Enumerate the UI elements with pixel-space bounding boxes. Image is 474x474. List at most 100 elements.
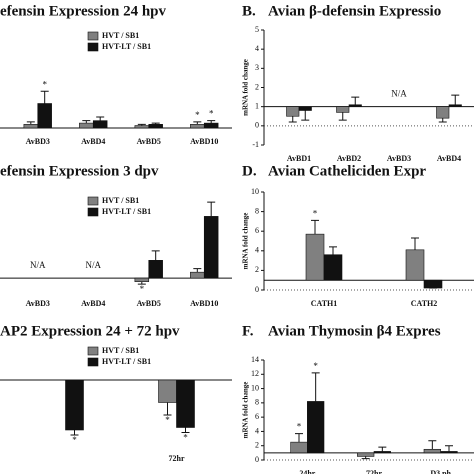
- annotation: *: [313, 361, 318, 371]
- panel-title: AP2 Expression 24 + 72 hpv: [0, 323, 180, 339]
- bar: [176, 379, 195, 428]
- legend-label: HVT / SB1: [102, 31, 139, 40]
- panel-title: efensin Expression 3 dpv: [0, 163, 159, 179]
- bar: [190, 124, 205, 129]
- bar: [148, 260, 163, 279]
- panel-title: Avian Thymosin β4 Expres: [268, 323, 441, 339]
- error-bar: [311, 219, 319, 235]
- error-bar: [137, 123, 146, 126]
- y-tick-label: 6: [255, 412, 259, 421]
- bar: [448, 104, 462, 107]
- panel-label: F.: [242, 323, 254, 339]
- x-tick-label: AvBD1: [287, 154, 311, 163]
- x-tick-label: AvBD4: [81, 137, 105, 146]
- annotation: N/A: [391, 89, 407, 99]
- x-tick-label: AvBD5: [137, 299, 161, 308]
- annotation: *: [195, 110, 200, 120]
- legend-label: HVT / SB1: [102, 196, 139, 205]
- y-tick-label: 10: [251, 383, 259, 392]
- annotation: *: [42, 79, 47, 89]
- error-bar: [40, 90, 49, 104]
- annotation: *: [140, 284, 145, 294]
- y-tick-label: 2: [255, 265, 259, 274]
- error-bar: [411, 237, 419, 250]
- bar: [23, 124, 39, 129]
- error-bar: [288, 116, 297, 123]
- bar: [148, 124, 163, 129]
- error-bar: [151, 250, 160, 261]
- error-bar: [428, 440, 437, 450]
- panel-title: Avian β-defensin Expressio: [268, 3, 441, 19]
- x-tick-label: AvBD2: [337, 154, 361, 163]
- error-bar: [451, 94, 460, 105]
- legend-label: HVT-LT / SB1: [102, 357, 151, 366]
- bar: [436, 106, 450, 119]
- error-bar: [301, 110, 310, 121]
- bar: [190, 271, 205, 279]
- bar: [373, 451, 391, 454]
- y-tick-label: 2: [255, 441, 259, 450]
- error-bar: [26, 121, 35, 125]
- legend-swatch: [87, 31, 99, 41]
- bar: [305, 233, 325, 281]
- bar: [92, 120, 108, 129]
- legend-swatch: [87, 357, 99, 367]
- error-bar: [207, 201, 216, 217]
- legend-label: HVT / SB1: [102, 346, 139, 355]
- bar: [336, 106, 350, 113]
- y-tick-label: 0: [255, 285, 259, 294]
- y-tick-label: 4: [255, 246, 259, 255]
- y-tick-label: 0: [255, 455, 259, 464]
- annotation: *: [209, 109, 214, 119]
- error-bar: [445, 445, 453, 452]
- x-tick-label: AvBD3: [387, 154, 411, 163]
- y-tick-label: 14: [251, 355, 259, 364]
- legend-swatch: [87, 196, 99, 206]
- x-tick-label: AvBD4: [81, 299, 105, 308]
- error-bar: [361, 456, 370, 460]
- x-tick-label: AvBD10: [190, 299, 218, 308]
- bar: [286, 106, 300, 117]
- y-tick-label: 6: [255, 226, 259, 235]
- x-tick-label: 72hr: [366, 469, 382, 474]
- y-tick-label: 1: [255, 101, 259, 110]
- error-bar: [181, 427, 190, 433]
- annotation: *: [313, 208, 318, 218]
- annotation: N/A: [30, 260, 46, 270]
- bar: [134, 125, 150, 129]
- bar: [348, 104, 362, 107]
- x-tick-label: AvBD5: [137, 137, 161, 146]
- legend-label: HVT-LT / SB1: [102, 42, 151, 51]
- y-axis-label: mRNA fold change: [242, 213, 250, 270]
- panel-label: D.: [242, 163, 257, 179]
- bar: [37, 103, 52, 129]
- error-bar: [193, 121, 202, 125]
- error-bar: [338, 112, 347, 121]
- error-bar: [70, 430, 79, 436]
- annotation: *: [72, 435, 77, 445]
- y-tick-label: 12: [251, 369, 259, 378]
- bar: [203, 216, 219, 279]
- x-tick-label: D3 ph: [430, 469, 451, 474]
- error-bar: [351, 96, 360, 105]
- error-bar: [295, 433, 303, 443]
- y-tick-label: -1: [252, 140, 259, 149]
- y-tick-label: 4: [255, 426, 259, 435]
- panel-title: Avian Catheliciden Expr: [268, 163, 426, 179]
- y-axis-label: mRNA fold change: [242, 382, 250, 439]
- error-bar: [438, 118, 447, 123]
- bar: [298, 106, 312, 111]
- annotation: *: [297, 422, 302, 432]
- panel-label: B.: [242, 3, 256, 19]
- x-tick-label: AvBD4: [437, 154, 461, 163]
- bar: [158, 379, 177, 403]
- bar: [423, 448, 441, 454]
- legend-swatch: [87, 42, 99, 52]
- bar: [323, 254, 343, 281]
- x-tick-label: 72hr: [169, 454, 185, 463]
- x-tick-label: 24hr: [299, 469, 315, 474]
- error-bar: [151, 122, 160, 125]
- y-tick-label: 2: [255, 82, 259, 91]
- x-tick-label: CATH1: [311, 299, 338, 308]
- error-bar: [163, 402, 172, 416]
